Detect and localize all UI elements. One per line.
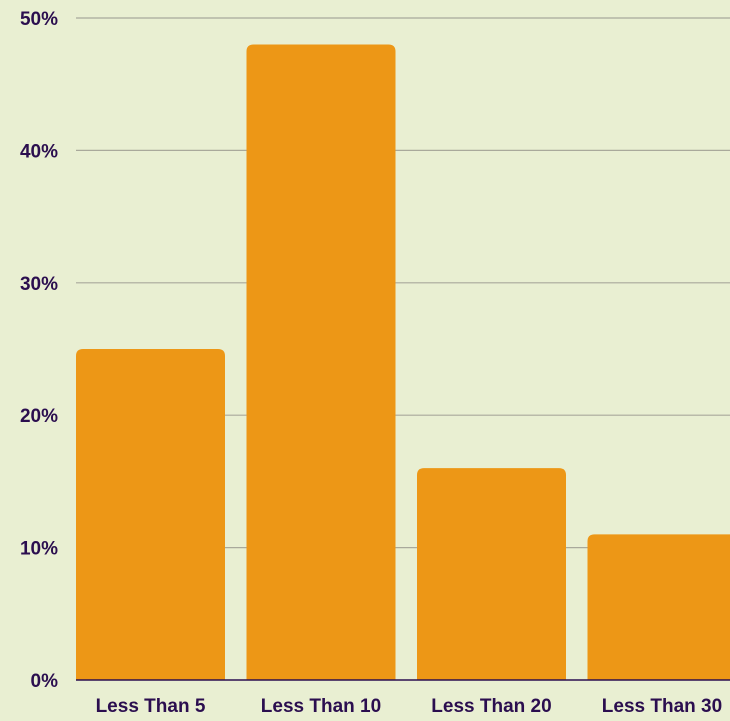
x-tick-label: Less Than 30: [602, 696, 722, 717]
bar-1: [76, 349, 225, 680]
y-tick-label: 40%: [20, 141, 58, 162]
y-tick-label: 30%: [20, 274, 58, 295]
y-tick-label: 10%: [20, 539, 58, 560]
bar-4: [587, 534, 730, 680]
y-tick-label: 50%: [20, 9, 58, 30]
bar-3: [417, 468, 566, 680]
y-tick-label: 20%: [20, 406, 58, 427]
bar-2: [246, 44, 396, 681]
x-tick-label: Less Than 10: [261, 696, 381, 717]
y-tick-label: 0%: [31, 671, 59, 692]
x-axis-tick-labels: Less Than 5 Less Than 10 Less Than 20 Less …: [96, 696, 723, 717]
x-tick-label: Less Than 5: [96, 696, 206, 717]
bars: [76, 44, 730, 681]
y-axis-tick-labels: 0% 10% 20% 30% 40% 50%: [20, 9, 58, 692]
x-tick-label: Less Than 20: [431, 696, 551, 717]
